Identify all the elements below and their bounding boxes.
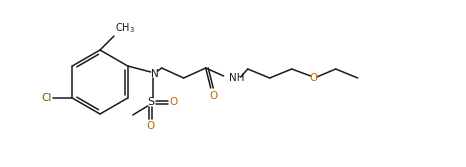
Text: N: N: [151, 69, 158, 79]
Text: S: S: [147, 97, 154, 107]
Text: O: O: [309, 73, 318, 83]
Text: CH$_3$: CH$_3$: [115, 21, 135, 35]
Text: O: O: [147, 121, 155, 131]
Text: Cl: Cl: [41, 93, 51, 103]
Text: NH: NH: [229, 73, 244, 83]
Text: O: O: [210, 91, 218, 101]
Text: O: O: [170, 97, 178, 107]
